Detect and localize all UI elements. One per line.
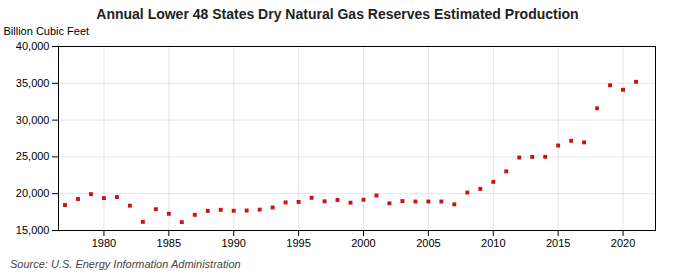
svg-text:25,000: 25,000: [16, 150, 50, 162]
html-text:Annual Lower 48 States Dry Nat: Annual Lower 48 States Dry Natural Gas R…: [96, 6, 579, 22]
svg-text:30,000: 30,000: [16, 114, 50, 126]
svg-text:2010: 2010: [481, 237, 505, 249]
svg-text:35,000: 35,000: [16, 77, 50, 89]
svg-text:2000: 2000: [351, 237, 375, 249]
svg-text:40,000: 40,000: [16, 40, 50, 52]
svg-text:2020: 2020: [611, 237, 635, 249]
svg-text:1995: 1995: [286, 237, 310, 249]
html-text:Source: U.S. Energy Informatio: Source: U.S. Energy Information Administ…: [10, 258, 241, 270]
svg-text:1980: 1980: [92, 237, 116, 249]
svg-text:20,000: 20,000: [16, 187, 50, 199]
svg-text:15,000: 15,000: [16, 224, 50, 236]
svg-text:Billion Cubic Feet: Billion Cubic Feet: [4, 25, 90, 37]
svg-text:1985: 1985: [157, 237, 181, 249]
svg-text:2005: 2005: [416, 237, 440, 249]
svg-text:1990: 1990: [221, 237, 245, 249]
svg-text:2015: 2015: [546, 237, 570, 249]
